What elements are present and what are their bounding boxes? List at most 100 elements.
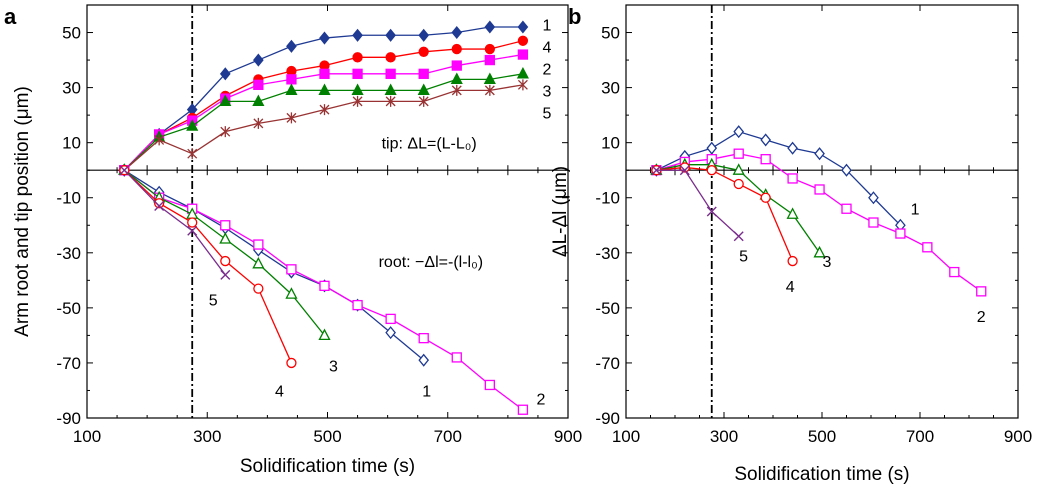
data-point <box>220 126 231 138</box>
data-point <box>352 28 363 42</box>
y-axis-label: ΔL-Δl (μm) <box>550 166 571 257</box>
y-tick-label: 50 <box>601 24 620 43</box>
data-point <box>450 72 463 84</box>
data-point <box>949 266 960 278</box>
data-point <box>451 43 462 55</box>
data-point <box>319 68 330 79</box>
series-2 <box>651 148 987 297</box>
series-5 <box>651 165 744 242</box>
x-tick-label: 500 <box>313 427 341 446</box>
y-tick-label: -70 <box>595 354 620 373</box>
data-point <box>253 79 264 90</box>
data-point <box>253 239 264 250</box>
series-line <box>123 84 524 171</box>
data-point <box>418 68 429 79</box>
data-point <box>385 95 396 107</box>
data-point <box>483 72 496 84</box>
series-number-label: 4 <box>275 383 284 400</box>
series-1 <box>651 125 906 232</box>
data-point <box>253 117 264 129</box>
data-point <box>922 242 933 253</box>
data-point <box>484 43 495 55</box>
data-point <box>484 20 496 34</box>
series-4 <box>651 162 798 267</box>
data-point <box>418 353 430 367</box>
data-point <box>451 84 462 96</box>
x-tick-label: 300 <box>193 427 221 446</box>
data-point <box>186 119 199 131</box>
data-point <box>286 357 297 369</box>
data-point <box>252 94 265 107</box>
series-number-label: 3 <box>543 83 552 100</box>
data-point <box>252 256 265 269</box>
series-number-label: 3 <box>822 254 831 271</box>
data-point <box>484 54 495 66</box>
x-tick-label: 900 <box>1004 427 1032 446</box>
data-point <box>154 134 165 146</box>
data-point <box>451 60 462 71</box>
data-point <box>318 328 331 341</box>
data-point <box>285 83 298 96</box>
series-line <box>656 166 794 262</box>
data-point <box>418 333 429 344</box>
series-root-4 <box>119 165 297 369</box>
annotation: tip: ΔL=(L-L₀) <box>382 136 477 153</box>
series-root-3 <box>118 163 331 341</box>
data-point <box>517 35 529 46</box>
data-point <box>286 74 297 85</box>
data-point <box>418 28 430 42</box>
data-point <box>220 255 231 267</box>
series-line <box>123 169 293 364</box>
data-point <box>119 165 130 176</box>
panel-b: b -90 -70 -50 -30 -10 10 30 50 100 300 500 700 900 1 5 4… <box>550 4 1032 485</box>
y-axis-label: Arm root and tip position (μm) <box>12 86 33 337</box>
series-tip-1 <box>118 20 529 177</box>
series-3 <box>650 157 826 258</box>
series-line <box>656 153 982 292</box>
data-point <box>733 178 744 190</box>
panel-a: a -90 -70 -50 -30 -10 10 30 50 100 300 500 700 900 1 4 2… <box>4 4 582 477</box>
annotation: root: −Δl=-(l-l₀) <box>379 254 483 271</box>
data-point <box>219 232 232 244</box>
data-point <box>841 203 852 214</box>
y-tick-label: -90 <box>56 409 81 428</box>
data-point <box>706 206 717 217</box>
data-point <box>351 83 364 96</box>
x-tick-label: 100 <box>612 427 640 446</box>
data-point <box>706 141 718 155</box>
data-point <box>319 104 330 116</box>
data-point <box>451 26 463 40</box>
data-point <box>786 207 799 219</box>
y-tick-label: -70 <box>56 354 81 373</box>
y-tick-label: -10 <box>595 189 620 208</box>
data-point <box>814 184 825 195</box>
data-point <box>286 264 297 275</box>
data-point <box>451 352 462 363</box>
series-number-label: 5 <box>209 293 218 310</box>
data-point <box>285 287 298 299</box>
series-number-label: 2 <box>543 61 552 78</box>
series-tip-4 <box>119 35 529 176</box>
data-point <box>517 79 528 91</box>
x-tick-label: 500 <box>808 427 836 446</box>
data-point <box>286 112 297 124</box>
panel-b-letter: b <box>568 4 581 29</box>
series-line <box>123 169 425 361</box>
data-point <box>352 52 363 63</box>
series-line <box>123 169 226 276</box>
data-point <box>895 228 906 239</box>
series-number-label: 5 <box>543 105 552 122</box>
data-point <box>319 31 330 45</box>
y-tick-label: 10 <box>62 134 81 153</box>
y-tick-label: 50 <box>62 24 81 43</box>
series-number-label: 1 <box>911 202 920 219</box>
y-tick-label: -50 <box>56 299 81 318</box>
series-number-label: 2 <box>536 392 545 409</box>
data-point <box>787 141 798 155</box>
data-point <box>219 67 231 81</box>
data-point <box>352 95 363 107</box>
data-point <box>976 286 987 297</box>
data-point <box>385 326 396 340</box>
series-number-label: 1 <box>422 383 431 400</box>
